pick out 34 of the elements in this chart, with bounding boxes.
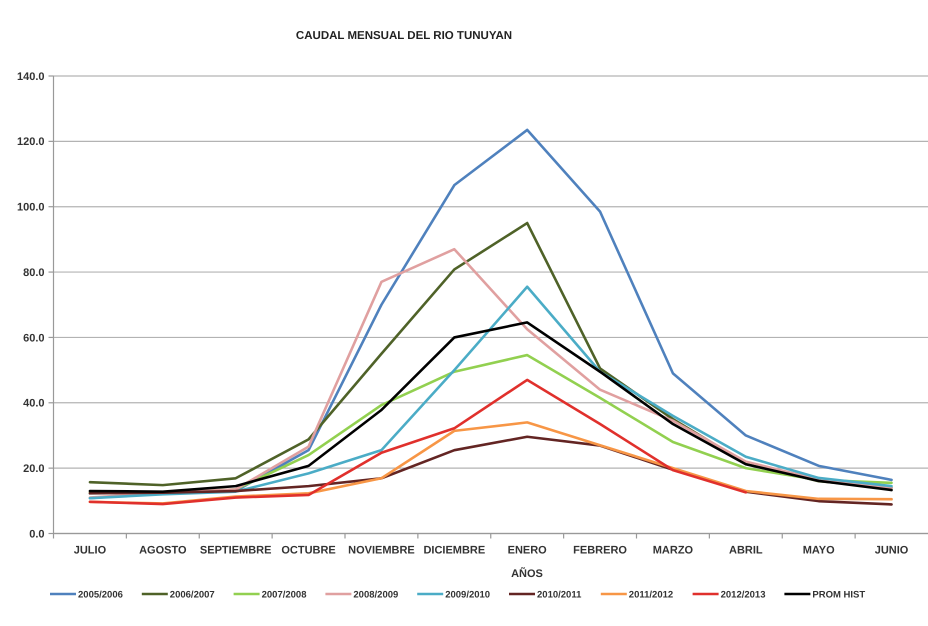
y-tick-label: 60.0 [23,332,44,344]
x-tick-label: NOVIEMBRE [348,544,415,556]
legend-label: 2007/2008 [262,589,307,600]
x-tick-label: OCTUBRE [281,544,336,556]
x-tick-label: SEPTIEMBRE [200,544,272,556]
y-tick-label: 100.0 [16,202,44,214]
x-tick-label: ENERO [508,544,548,556]
x-tick-label: JULIO [74,544,107,556]
x-axis-title: AÑOS [511,567,543,580]
x-tick-label: MAYO [802,544,836,556]
x-tick-label: ABRIL [729,544,763,556]
y-tick-label: 40.0 [23,398,44,410]
y-tick-label: 0.0 [29,528,44,540]
legend-label: 2011/2012 [628,589,674,600]
legend-label: 2008/2009 [353,589,398,600]
legend-label: PROM HIST [812,589,866,600]
legend-label: 2009/2010 [445,589,490,600]
legend-label: 2005/2006 [78,589,123,600]
x-tick-label: FEBRERO [573,544,628,556]
x-tick-label: MARZO [652,544,694,556]
y-tick-label: 20.0 [23,462,44,475]
chart-title: CAUDAL MENSUAL DEL RIO TUNUYAN [296,30,512,42]
x-tick-label: DICIEMBRE [423,544,486,556]
x-tick-label: JUNIO [874,544,909,556]
y-tick-label: 80.0 [23,266,44,279]
line-series [88,321,893,493]
x-tick-label: AGOSTO [139,544,187,556]
legend-label: 2012/2013 [720,589,766,600]
legend-label: 2006/2007 [170,589,215,600]
y-tick-label: 120.0 [16,136,44,148]
legend-label: 2010/2011 [537,589,582,600]
line-series [88,378,748,506]
y-tick-label: 140.0 [16,70,44,83]
line-series [88,285,893,500]
